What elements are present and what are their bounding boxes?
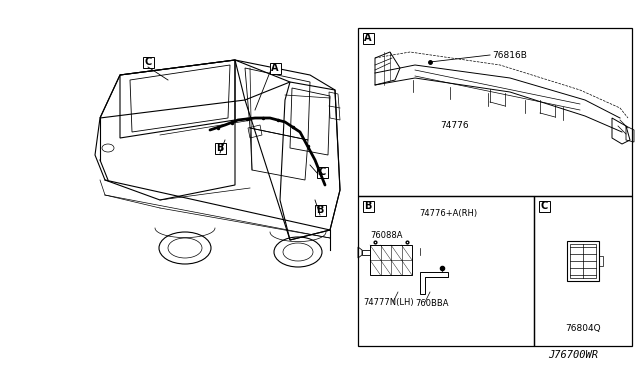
Text: C: C <box>540 201 548 211</box>
Bar <box>214 142 225 154</box>
Text: 76804Q: 76804Q <box>565 324 601 333</box>
Bar <box>570 244 596 278</box>
Bar <box>314 205 326 215</box>
Bar <box>567 241 599 281</box>
Text: B: B <box>316 205 324 215</box>
Text: 76816B: 76816B <box>492 51 527 60</box>
Text: C: C <box>145 57 152 67</box>
Text: 74776: 74776 <box>440 121 468 129</box>
Text: 76088A: 76088A <box>370 231 403 240</box>
Bar <box>358 28 632 196</box>
Text: B: B <box>364 201 372 211</box>
Bar <box>538 201 550 212</box>
Bar <box>362 32 374 44</box>
Bar <box>370 245 412 275</box>
Text: 74776+A(RH): 74776+A(RH) <box>419 209 477 218</box>
Bar <box>362 201 374 212</box>
Bar <box>317 167 328 177</box>
Text: C: C <box>318 167 326 177</box>
Text: B: B <box>216 143 224 153</box>
Text: J76700WR: J76700WR <box>548 350 598 360</box>
Text: 760BBA: 760BBA <box>415 298 449 308</box>
Bar <box>534 196 632 346</box>
Bar <box>143 57 154 67</box>
Text: 74777N(LH): 74777N(LH) <box>363 298 413 308</box>
Text: A: A <box>364 33 372 43</box>
Bar <box>269 62 280 74</box>
Text: A: A <box>271 63 279 73</box>
Bar <box>358 196 534 346</box>
